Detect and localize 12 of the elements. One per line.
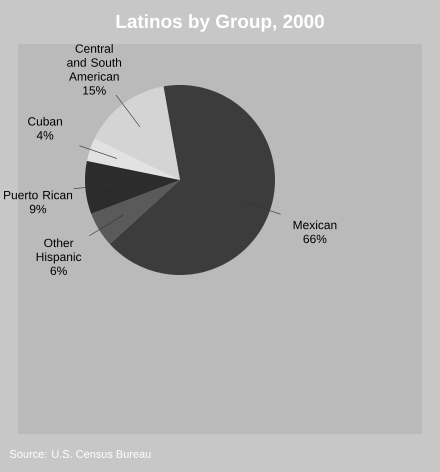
slice-label: Cuban (28, 116, 62, 126)
source-note: Source: U.S. Census Bureau (10, 450, 150, 458)
data-label: 15% (83, 86, 106, 95)
slice-label: Central and South American (67, 44, 122, 81)
data-label: 4% (36, 131, 54, 140)
slice-label: Mexican (294, 220, 336, 230)
slice-label: Other Hispanic (36, 238, 82, 264)
chart-title: Latinos by Group, 2000 (116, 14, 324, 32)
data-label: 6% (50, 266, 67, 276)
data-label: 9% (30, 204, 46, 214)
data-label: 66% (304, 234, 326, 244)
slice-label: Puerto Rican (4, 190, 72, 200)
